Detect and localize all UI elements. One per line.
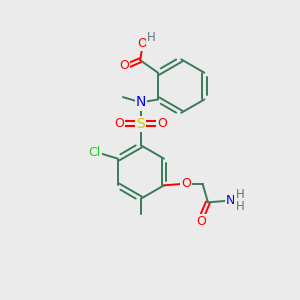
Text: O: O	[157, 117, 167, 130]
Text: H: H	[236, 200, 244, 213]
Text: H: H	[147, 31, 156, 44]
Text: Cl: Cl	[88, 146, 101, 159]
Text: H: H	[236, 188, 244, 201]
Text: O: O	[181, 177, 191, 190]
Text: O: O	[196, 215, 206, 228]
Text: N: N	[136, 95, 146, 110]
Text: N: N	[226, 194, 235, 207]
Text: O: O	[115, 117, 124, 130]
Text: O: O	[119, 59, 129, 72]
Text: S: S	[136, 117, 145, 131]
Text: O: O	[138, 37, 148, 50]
